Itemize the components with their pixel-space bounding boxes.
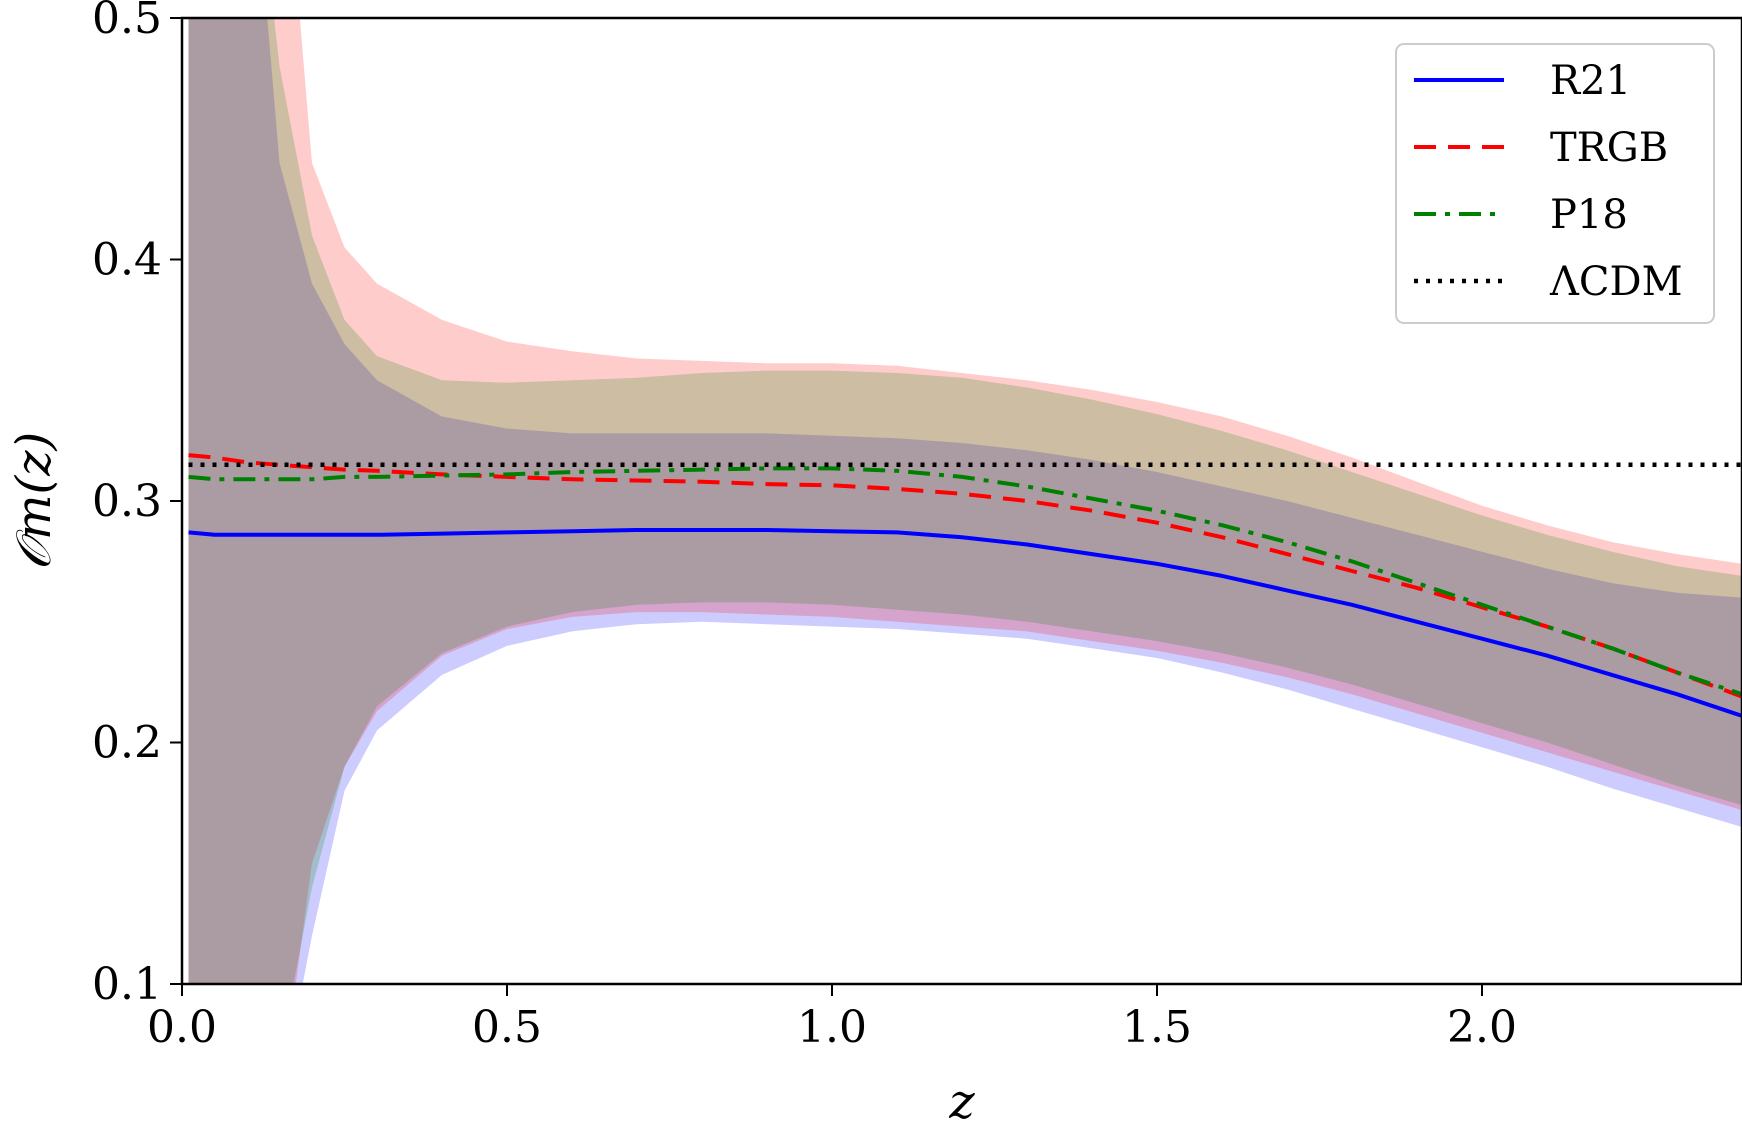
legend-label-r21: R21 xyxy=(1550,58,1631,104)
y-tick-label: 0.5 xyxy=(92,0,162,44)
x-tick-label: 0.5 xyxy=(472,1002,542,1053)
y-tick-label: 0.2 xyxy=(92,718,162,769)
legend-label-trgb: TRGB xyxy=(1550,125,1668,171)
x-tick-label: 1.0 xyxy=(797,1002,867,1053)
x-tick-label: 1.5 xyxy=(1122,1002,1192,1053)
legend: R21 TRGB P18 ΛCDM xyxy=(1396,44,1714,323)
x-axis-title: z xyxy=(948,1074,975,1127)
y-axis-title: 𝒪m(z) xyxy=(6,432,62,571)
legend-label-cdm: ΛCDM xyxy=(1549,259,1683,305)
x-tick-label: 2.0 xyxy=(1447,1002,1517,1053)
y-tick-label: 0.1 xyxy=(92,959,162,1010)
y-tick-label: 0.4 xyxy=(92,235,162,286)
legend-label-p18: P18 xyxy=(1550,192,1628,238)
y-tick-label: 0.3 xyxy=(92,476,162,527)
